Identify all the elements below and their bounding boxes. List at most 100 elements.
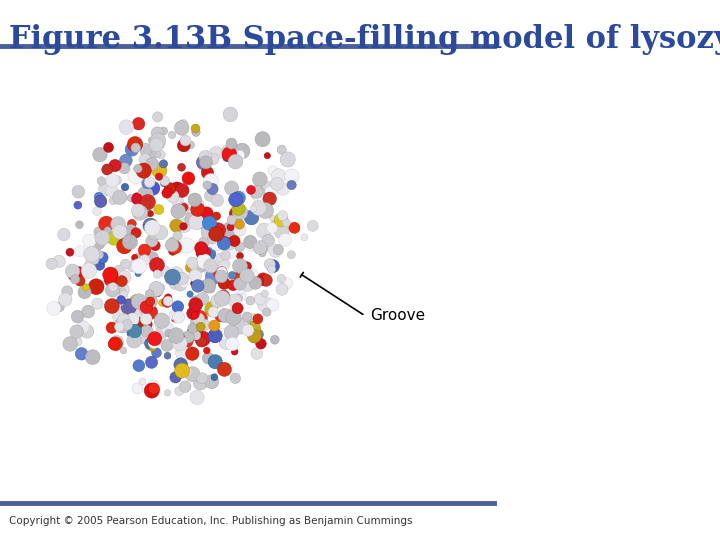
Point — [150, 140, 162, 149]
Point — [72, 312, 84, 321]
Point — [131, 298, 143, 306]
Point — [214, 272, 225, 281]
Point — [276, 227, 287, 236]
Point — [130, 140, 141, 149]
Point — [145, 210, 156, 218]
Point — [271, 222, 282, 231]
Point — [119, 164, 130, 173]
Point — [206, 188, 217, 197]
Point — [276, 285, 288, 294]
Point — [264, 260, 276, 268]
Point — [236, 191, 248, 199]
Point — [144, 178, 156, 186]
Point — [139, 255, 150, 264]
Point — [191, 218, 202, 226]
Point — [93, 193, 104, 201]
Point — [229, 237, 240, 245]
Point — [212, 270, 224, 279]
Point — [149, 334, 161, 343]
Point — [132, 164, 144, 173]
Point — [146, 307, 158, 315]
Point — [69, 269, 81, 278]
Point — [181, 337, 192, 346]
Point — [60, 295, 71, 304]
Point — [132, 256, 144, 265]
Point — [120, 156, 132, 165]
Point — [157, 316, 168, 325]
Point — [224, 150, 235, 159]
Point — [87, 354, 99, 363]
Point — [147, 184, 158, 192]
Point — [212, 296, 223, 305]
Point — [136, 170, 148, 178]
Point — [210, 357, 221, 366]
Point — [125, 194, 137, 202]
Point — [246, 271, 257, 279]
Point — [188, 279, 199, 288]
Point — [210, 230, 222, 239]
Point — [200, 158, 212, 167]
Point — [153, 172, 165, 181]
Point — [234, 208, 246, 217]
Point — [78, 288, 90, 296]
Point — [210, 332, 221, 340]
Point — [121, 230, 132, 239]
Point — [136, 306, 148, 315]
Point — [203, 281, 215, 290]
Point — [72, 338, 84, 346]
Point — [150, 281, 161, 290]
Point — [200, 282, 212, 291]
Point — [241, 316, 253, 325]
Point — [282, 279, 293, 288]
Point — [201, 346, 212, 355]
Point — [128, 259, 140, 267]
Point — [156, 328, 167, 337]
Point — [86, 250, 97, 259]
Point — [143, 327, 155, 335]
Point — [102, 165, 113, 174]
Point — [216, 268, 228, 276]
Point — [64, 248, 76, 256]
Point — [94, 150, 106, 159]
Point — [80, 283, 91, 292]
Point — [206, 377, 217, 386]
Point — [148, 230, 160, 238]
Point — [67, 267, 78, 275]
Point — [145, 358, 157, 367]
Point — [198, 158, 210, 167]
Point — [93, 239, 104, 248]
Point — [230, 374, 241, 383]
Point — [169, 279, 181, 288]
Point — [197, 218, 208, 226]
Point — [202, 220, 214, 228]
Point — [261, 276, 272, 285]
Point — [106, 186, 117, 195]
Point — [201, 209, 212, 218]
Point — [192, 318, 204, 327]
Point — [89, 256, 101, 265]
Point — [175, 281, 186, 289]
Point — [307, 221, 318, 230]
Point — [117, 286, 129, 294]
Point — [245, 238, 256, 246]
Point — [130, 228, 142, 237]
Point — [130, 172, 141, 181]
Point — [226, 215, 238, 224]
Point — [138, 324, 150, 333]
Point — [135, 208, 146, 217]
Point — [120, 260, 131, 268]
Point — [198, 238, 210, 247]
Point — [208, 333, 220, 341]
Point — [167, 192, 179, 201]
Point — [204, 230, 216, 239]
Point — [218, 260, 230, 268]
Text: Figure 3.13B Space-filling model of lysozyme: Figure 3.13B Space-filling model of lyso… — [9, 24, 720, 55]
Point — [128, 231, 140, 239]
Point — [130, 144, 141, 152]
Point — [183, 333, 194, 341]
Point — [131, 195, 143, 204]
Text: Groove: Groove — [370, 308, 426, 323]
Point — [87, 353, 99, 361]
Point — [196, 338, 207, 346]
Point — [254, 295, 266, 303]
